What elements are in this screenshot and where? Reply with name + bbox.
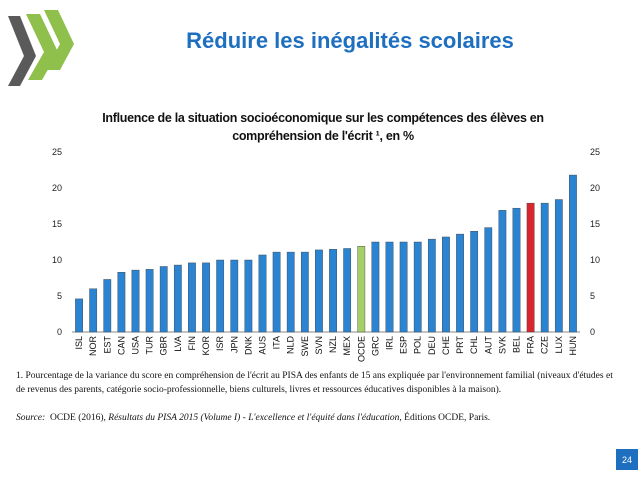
- footnote: 1. Pourcentage de la variance du score e…: [16, 371, 613, 395]
- category-label-irl: IRL: [385, 336, 395, 350]
- chart-title: Influence de la situation socioéconomiqu…: [102, 111, 544, 143]
- bar-bel: [512, 207, 521, 333]
- category-label-ocde: OCDE: [356, 336, 366, 362]
- bar-can: [117, 272, 126, 333]
- bar-jpn: [230, 259, 239, 333]
- category-label-fin: FIN: [187, 336, 197, 351]
- page-number: 24: [616, 449, 638, 470]
- source-text-after: , Éditions OCDE, Paris.: [399, 413, 491, 423]
- y-tick-label-left: 25: [52, 147, 62, 157]
- category-label-grc: GRC: [370, 336, 380, 357]
- bar-swe: [300, 251, 309, 333]
- category-label-lva: LVA: [173, 336, 183, 352]
- source-title: Résultats du PISA 2015 (Volume I) - L'ex…: [108, 413, 400, 423]
- category-label-deu: DEU: [427, 336, 437, 355]
- category-label-kor: KOR: [201, 336, 211, 356]
- bar-nld: [286, 251, 295, 333]
- category-label-lux: LUX: [554, 336, 564, 354]
- bar-lva: [173, 264, 182, 333]
- bar-hun: [569, 174, 577, 333]
- bar-kor: [202, 262, 210, 333]
- oecd-logo: [8, 10, 74, 86]
- category-label-esp: ESP: [399, 336, 409, 354]
- category-label-gbr: GBR: [159, 336, 169, 356]
- category-label-svk: SVK: [497, 336, 507, 354]
- bar-irl: [385, 241, 394, 333]
- bar-isl: [75, 298, 83, 333]
- slide-title: Réduire les inégalités scolaires: [186, 28, 514, 53]
- bar-fra: [526, 202, 535, 333]
- category-label-aus: AUS: [258, 336, 268, 355]
- y-tick-label-right: 15: [590, 219, 600, 229]
- category-label-nzl: NZL: [328, 336, 338, 353]
- bar-dnk: [244, 259, 253, 333]
- category-label-nor: NOR: [88, 336, 98, 357]
- bar-cze: [540, 202, 549, 333]
- bar-grc: [371, 241, 380, 333]
- category-label-svn: SVN: [314, 336, 324, 355]
- bar-nor: [89, 288, 98, 333]
- bar-che: [442, 236, 450, 333]
- bar-fin: [188, 262, 196, 333]
- bar-usa: [131, 269, 140, 333]
- y-tick-label-right: 10: [590, 255, 600, 265]
- bar-aus: [258, 254, 267, 333]
- category-label-fra: FRA: [526, 336, 536, 354]
- category-label-isr: ISR: [215, 336, 225, 352]
- oecd-logo-grey-stripes: [8, 16, 36, 86]
- y-tick-label-left: 15: [52, 219, 62, 229]
- category-label-usa: USA: [131, 336, 141, 355]
- bar-chart: 0 0 5 5 10 10 15 15 20 20 25 25 ISL NOR EST CAN USA TUR GB…: [52, 147, 600, 362]
- y-tick-label-right: 25: [590, 147, 600, 157]
- category-label-ita: ITA: [272, 336, 282, 349]
- category-label-jpn: JPN: [229, 336, 239, 353]
- bar-nzl: [329, 248, 337, 333]
- category-label-chl: CHL: [469, 336, 479, 354]
- bar-chl: [470, 230, 479, 333]
- oecd-logo-green-stripes: [26, 10, 74, 80]
- category-label-swe: SWE: [300, 336, 310, 357]
- category-label-aut: AUT: [483, 335, 493, 354]
- source-label: Source:: [16, 413, 46, 423]
- category-label-cze: CZE: [540, 336, 550, 354]
- category-label-tur: TUR: [145, 336, 155, 355]
- bar-tur: [145, 269, 154, 333]
- plot-area: 0 0 5 5 10 10 15 15 20 20 25 25 ISL NOR EST CAN USA TUR GB…: [52, 147, 600, 362]
- category-label-che: CHE: [441, 336, 451, 355]
- bar-svk: [498, 210, 507, 333]
- bar-gbr: [159, 266, 168, 333]
- category-label-hun: HUN: [568, 336, 578, 356]
- bar-ocde: [357, 246, 366, 333]
- bar-aut: [484, 227, 493, 333]
- y-tick-label-left: 10: [52, 255, 62, 265]
- category-label-dnk: DNK: [243, 336, 253, 355]
- category-label-can: CAN: [116, 336, 126, 355]
- category-label-nld: NLD: [286, 336, 296, 355]
- bar-svn: [315, 249, 323, 333]
- source-note: Source: OCDE (2016), Résultats du PISA 2…: [16, 411, 616, 425]
- bar-est: [103, 279, 112, 333]
- y-tick-label-right: 5: [590, 291, 595, 301]
- category-label-est: EST: [102, 336, 112, 354]
- bar-ita: [272, 251, 281, 333]
- y-tick-label-left: 20: [52, 183, 62, 193]
- y-tick-label-right: 0: [590, 327, 595, 337]
- y-tick-label-right: 20: [590, 183, 600, 193]
- bar-deu: [427, 238, 436, 333]
- category-label-mex: MEX: [342, 336, 352, 356]
- bar-pol: [413, 241, 422, 333]
- y-tick-label-left: 0: [57, 327, 62, 337]
- category-label-bel: BEL: [512, 336, 522, 353]
- y-tick-label-left: 5: [57, 291, 62, 301]
- category-label-pol: POL: [413, 336, 423, 354]
- bar-mex: [343, 248, 352, 333]
- category-label-isl: ISL: [74, 336, 84, 350]
- bar-esp: [399, 241, 408, 333]
- bar-lux: [554, 199, 563, 333]
- source-text-before: OCDE (2016),: [49, 413, 109, 423]
- category-label-prt: PRT: [455, 336, 465, 354]
- bar-isr: [216, 259, 225, 333]
- bar-prt: [456, 233, 464, 333]
